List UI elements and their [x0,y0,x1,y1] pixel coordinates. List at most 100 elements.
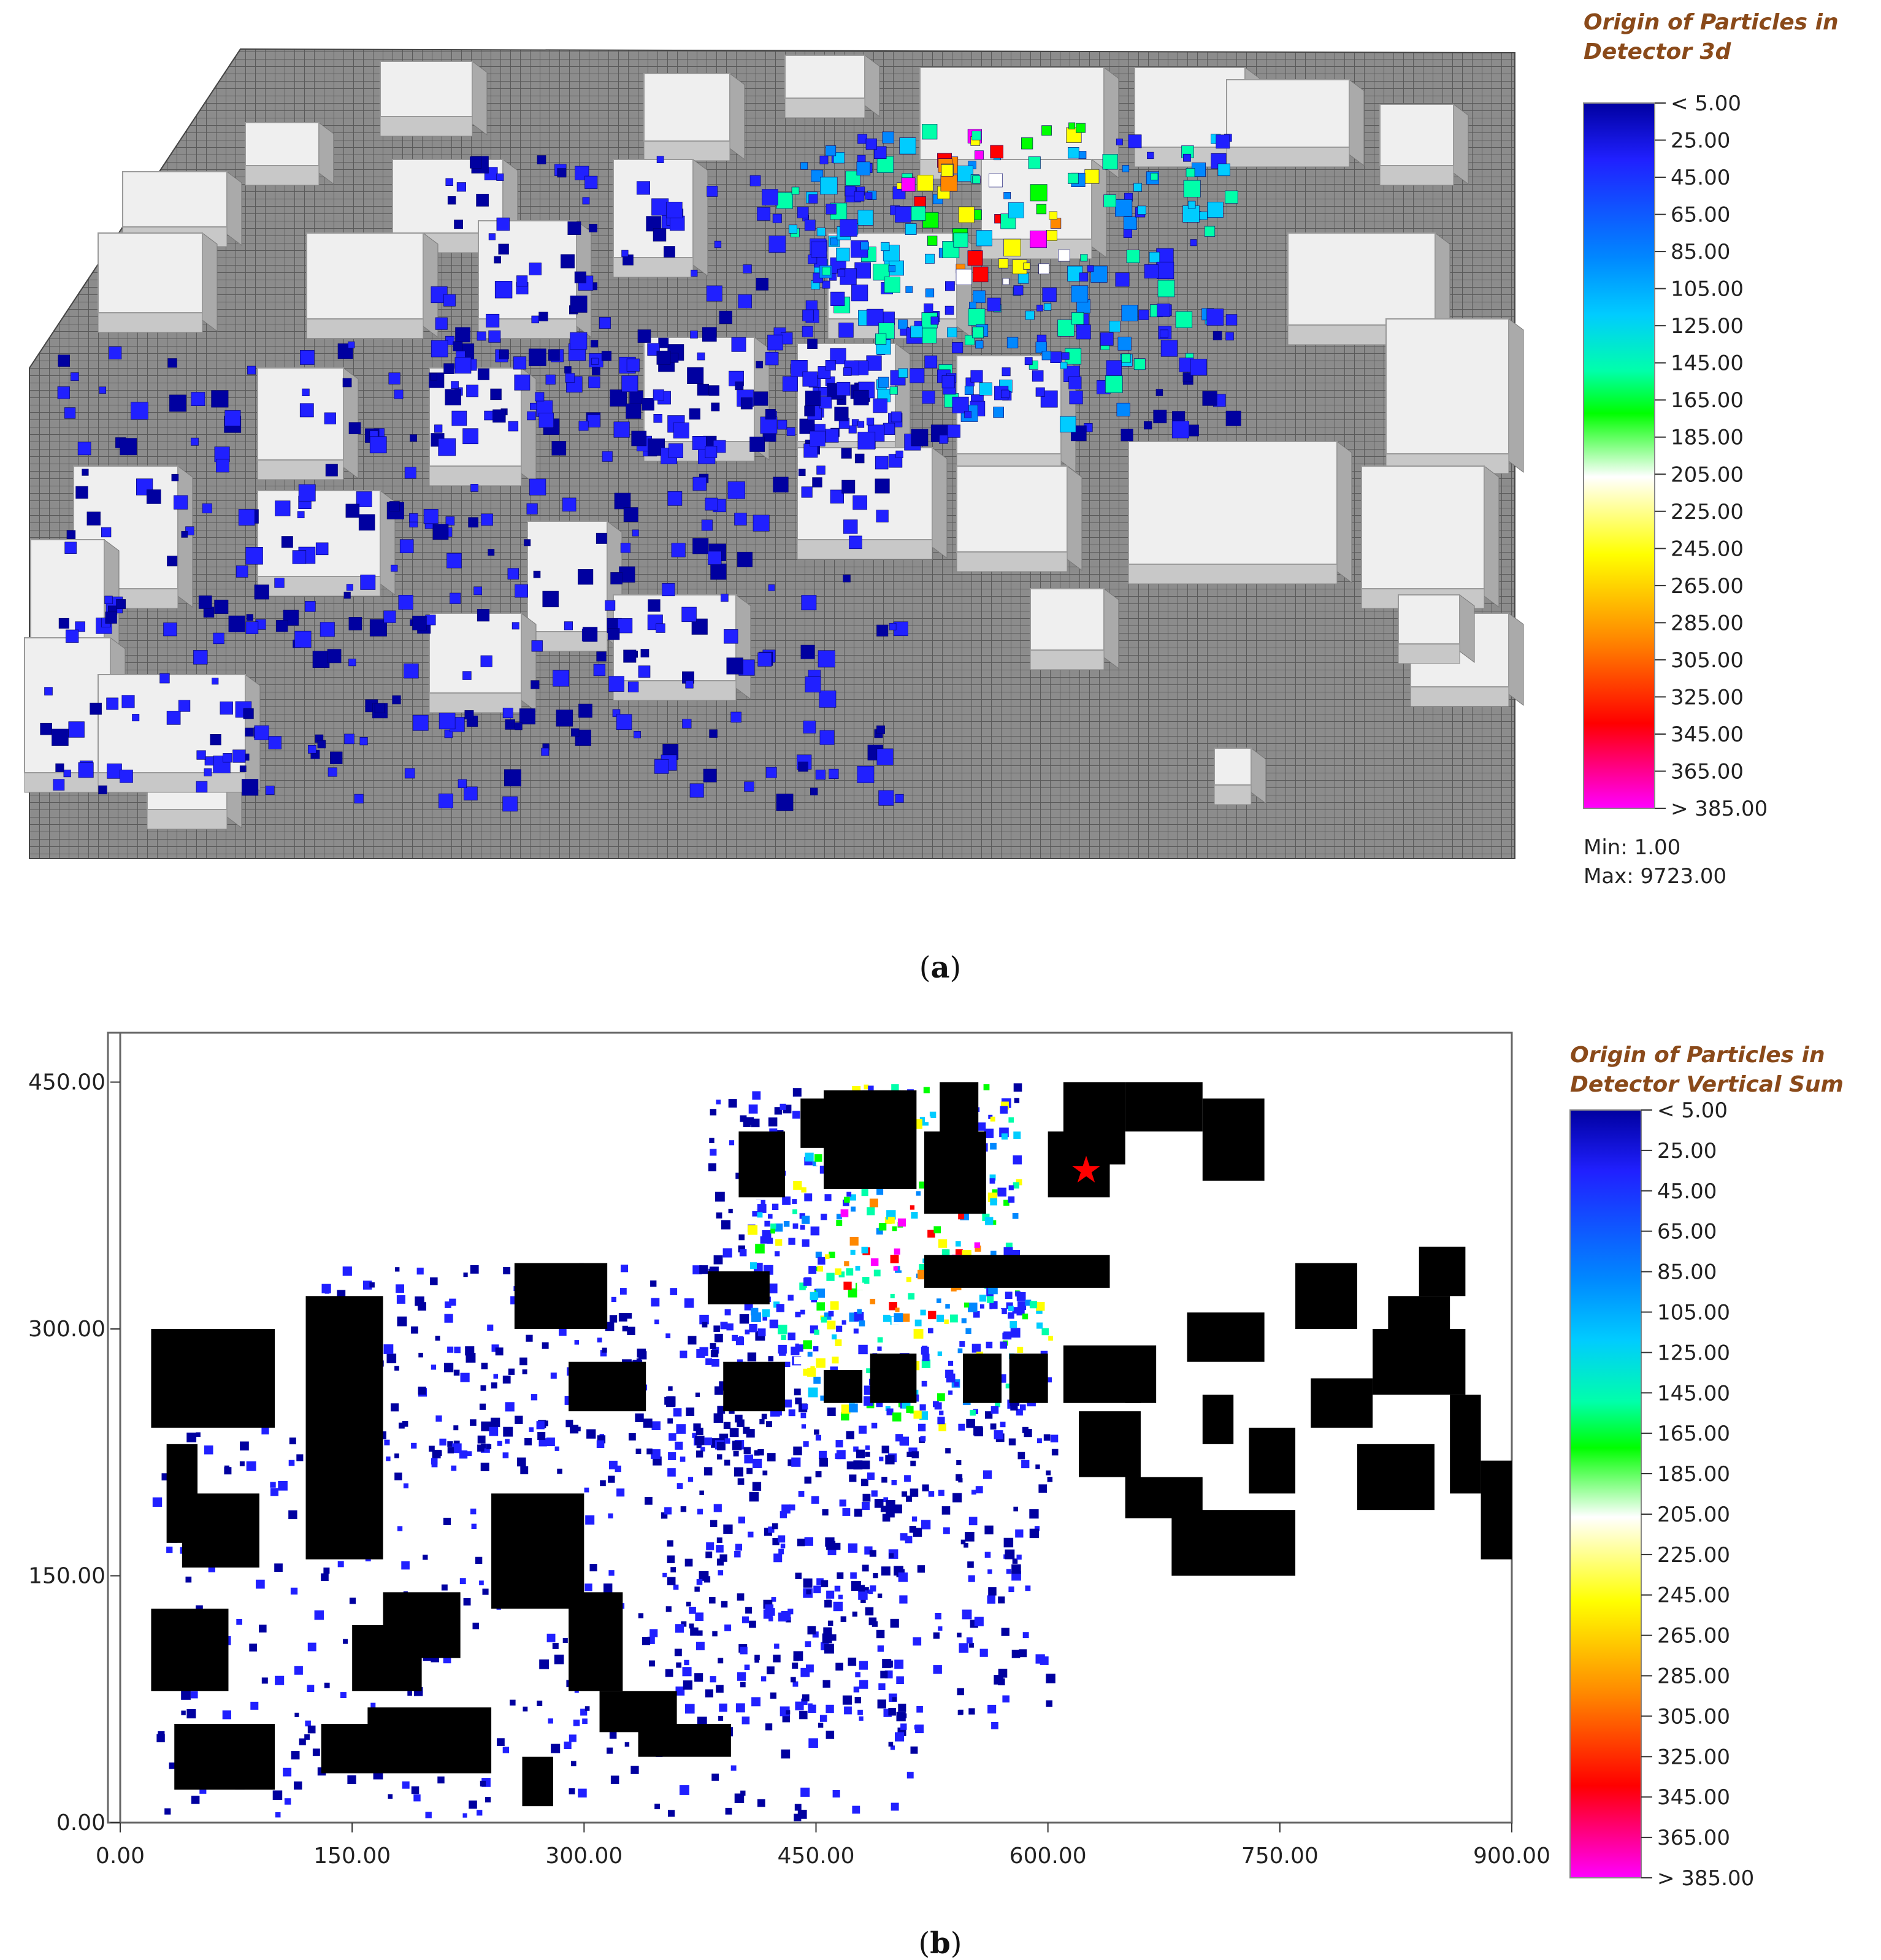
particle-3d [254,584,269,600]
particle-2d [968,1708,975,1715]
particle-3d [616,714,632,730]
particle-2d [849,1403,858,1413]
particle-2d [927,1376,936,1385]
particle-3d [666,202,683,218]
particle-2d [882,1514,891,1522]
particle-2d [463,1273,468,1277]
particle-2d [600,1350,607,1357]
particle-3d [1190,359,1207,376]
particle-3d [757,652,772,667]
particle-2d [860,1598,866,1603]
particle-3d [952,396,969,414]
particle-3d [692,435,707,450]
particle-2d [851,1206,856,1212]
particle-2d [600,1480,606,1487]
particle-2d [307,1685,315,1693]
particle-3d [439,713,456,730]
particle-2d [768,1214,773,1219]
particle-2d [826,1273,835,1281]
particle-2d [773,1655,781,1663]
particle-2d [479,1580,484,1585]
particle-2d [808,1738,818,1748]
particle-3d [236,565,248,578]
particle-3d [719,310,732,324]
particle-3d [223,753,232,763]
particle-2d [859,1680,868,1689]
particle-3d [690,331,698,339]
particle-3d [63,770,71,778]
particle-2d [224,1465,229,1471]
particle-3d [975,150,984,160]
y-tick-label: 450.00 [28,1070,105,1095]
particle-2d [1037,1438,1042,1444]
particle-2d [1008,1196,1015,1203]
particle-2d [611,1296,616,1302]
particle-3d [990,145,1003,159]
particle-2d [852,1611,857,1617]
particle-2d [986,1341,993,1349]
particle-3d [274,578,285,588]
particle-2d [861,1479,868,1487]
particle-3d [537,155,546,164]
particle-2d [607,1747,613,1754]
particle-2d [745,1607,753,1614]
particle-2d [958,1213,965,1220]
legend-label: 45.00 [1671,166,1730,190]
building-footprint [182,1493,259,1568]
particle-2d [795,1397,802,1404]
particle-3d [799,469,806,477]
particle-2d [1043,1434,1051,1441]
particle-2d [686,1407,695,1416]
particle-2d [747,1352,757,1361]
particle-2d [689,1623,694,1629]
particle-3d [44,687,53,695]
particle-3d [1160,329,1168,339]
particle-3d [971,131,981,140]
particle-2d [208,1565,215,1572]
particle-3d [193,650,208,665]
particle-2d [695,1428,703,1436]
legend-label: 365.00 [1657,1826,1730,1850]
particle-2d [749,1491,759,1502]
particle-3d [1144,421,1152,430]
particle-3d [822,267,831,275]
particle-2d [1000,1308,1007,1314]
particle-2d [816,1588,821,1593]
particle-2d [485,1797,491,1803]
particle-2d [164,1808,171,1815]
particle-2d [1002,1695,1009,1703]
particle-2d [550,1372,557,1379]
particle-2d [801,1698,808,1705]
particle-2d [589,1564,597,1572]
particle-3d [1106,360,1122,376]
particle-3d [875,333,887,345]
particle-3d [613,421,630,438]
particle-2d [497,1441,502,1446]
particle-3d [451,381,459,389]
particle-2d [467,1451,472,1457]
particle-2d [887,1217,895,1224]
particle-2d [716,1212,722,1219]
particle-2d [757,1328,766,1336]
building-footprint [1311,1378,1373,1428]
particle-3d [348,341,355,348]
particle-2d [665,1333,671,1339]
particle-2d [885,1455,895,1464]
particle-2d [822,1509,829,1516]
particle-2d [767,1238,773,1244]
particle-2d [667,1577,676,1585]
particle-2d [944,1328,949,1334]
particle-2d [618,1313,627,1322]
particle-2d [960,1539,966,1545]
particle-2d [676,1662,682,1668]
particle-2d [740,1790,746,1796]
particle-2d [945,1304,950,1309]
particle-2d [584,1583,592,1591]
particle-2d [1010,1403,1018,1411]
particle-2d [649,1629,658,1637]
particle-3d [1080,254,1088,262]
particle-3d [1225,190,1238,204]
particle-3d [881,242,890,251]
particle-3d [1025,310,1035,320]
particle-3d [325,464,338,477]
